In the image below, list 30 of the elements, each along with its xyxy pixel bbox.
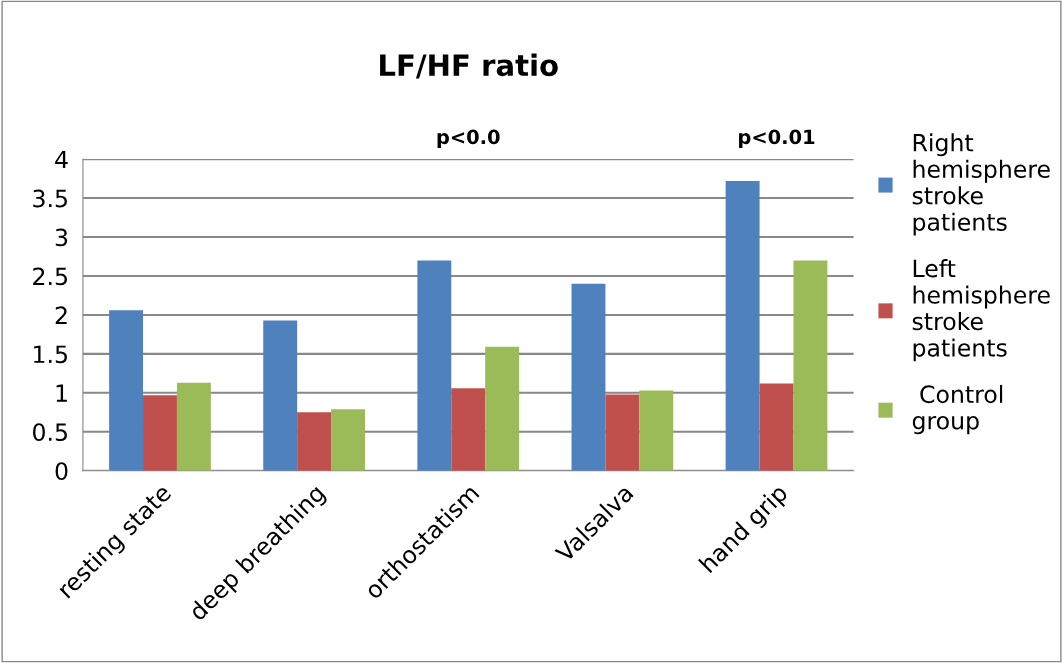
bar xyxy=(417,260,452,471)
bar xyxy=(605,394,640,471)
text: p<0.0 xyxy=(437,129,500,149)
bar xyxy=(451,388,486,471)
y-tick-label: 2.5 xyxy=(33,267,67,286)
y-tick-label: 3 xyxy=(55,228,68,247)
text: p<0.01 xyxy=(739,129,815,149)
bar xyxy=(639,390,674,471)
y-tick-label: 0.5 xyxy=(33,423,67,442)
y-tick-label: 1.5 xyxy=(34,345,67,364)
y-tick-label: 4 xyxy=(55,150,68,169)
bar xyxy=(109,310,144,471)
bar xyxy=(759,383,794,471)
bar xyxy=(331,409,365,471)
y-tick-label: 3.5 xyxy=(33,189,67,208)
bar xyxy=(793,260,828,471)
bar xyxy=(725,180,760,471)
y-tick-label: 2 xyxy=(55,306,67,324)
chart-title: LF/HF ratio xyxy=(380,53,558,79)
legend-label: Left hemisphere stroke patients xyxy=(912,259,1050,362)
bar xyxy=(297,412,332,471)
bar xyxy=(176,382,211,471)
bar xyxy=(263,320,298,471)
bar xyxy=(485,346,520,471)
y-tick-label: 1 xyxy=(56,384,67,402)
bar xyxy=(143,395,177,471)
legend-label: Control group xyxy=(912,384,1003,435)
y-tick-label: 0 xyxy=(55,462,68,481)
bar xyxy=(571,283,606,471)
legend-label: Right hemisphere stroke patients xyxy=(912,133,1050,236)
